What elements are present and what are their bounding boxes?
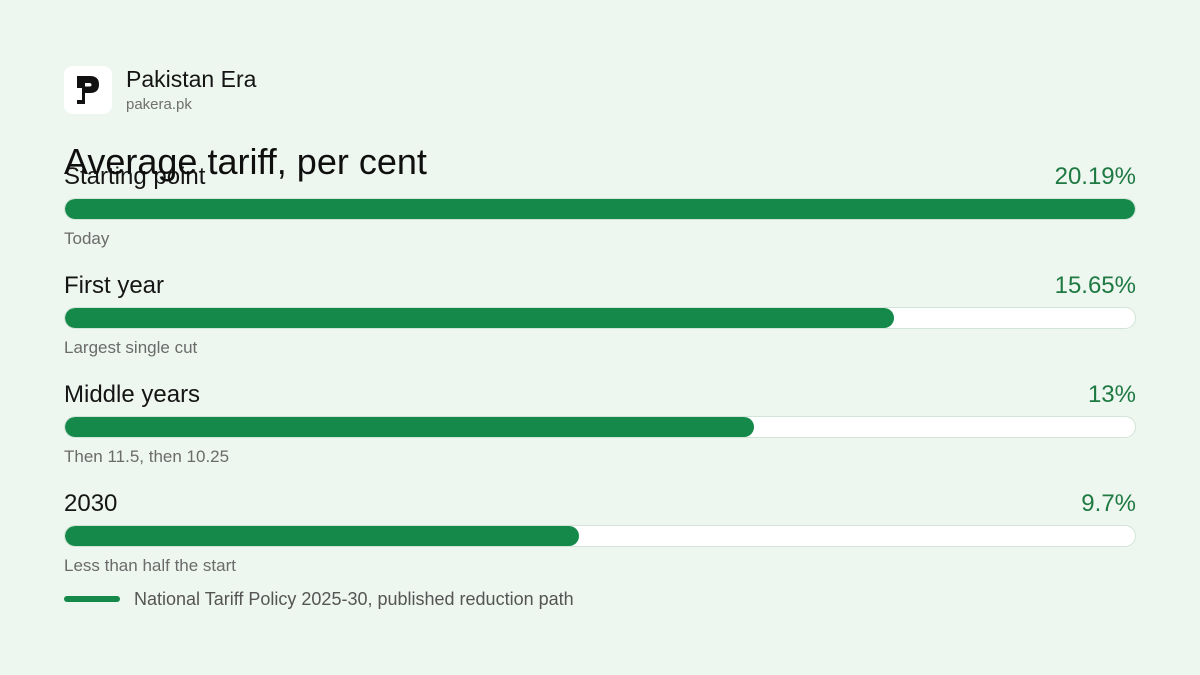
bar-row: Starting point 20.19% Today	[64, 162, 1136, 252]
bar-category-label: Starting point	[64, 163, 206, 190]
bar-track	[64, 416, 1136, 438]
chart-title: Average tariff, per cent	[64, 141, 427, 182]
bar-track	[64, 198, 1136, 220]
brand-url: pakera.pk	[126, 95, 192, 113]
bar-note: Largest single cut	[64, 338, 198, 357]
bar-track	[64, 307, 1136, 329]
brand-text: Pakistan Era pakera.pk	[126, 66, 256, 115]
bar-category-label: Middle years	[64, 381, 201, 408]
bar-note: Less than half the start	[64, 556, 236, 575]
bar-category-label: First year	[64, 272, 165, 299]
legend-label: National Tariff Policy 2025-30, publishe…	[134, 589, 574, 609]
bar-track	[64, 525, 1136, 547]
bar-note: Today	[64, 229, 110, 248]
bar-value-label: 13%	[1087, 381, 1136, 408]
chart-legend: National Tariff Policy 2025-30, publishe…	[64, 586, 574, 612]
brand: Pakistan Era pakera.pk	[64, 66, 256, 114]
legend-swatch	[64, 596, 120, 602]
bar-category-label: 2030	[64, 490, 118, 517]
bar	[65, 199, 1135, 219]
bar-value-label: 15.65%	[1054, 272, 1136, 299]
bar	[65, 526, 580, 546]
bar-note: Then 11.5, then 10.25	[64, 447, 230, 466]
pakistan-era-logo-icon	[64, 66, 112, 114]
bar	[65, 417, 754, 437]
brand-name: Pakistan Era	[126, 65, 257, 92]
bar-row: 2030 9.7% Less than half the start	[64, 489, 1136, 579]
bar-value-label: 9.7%	[1081, 490, 1136, 517]
bar-value-label: 20.19%	[1054, 163, 1136, 190]
bar-row: First year 15.65% Largest single cut	[64, 271, 1136, 361]
bar	[65, 308, 895, 328]
bar-row: Middle years 13% Then 11.5, then 10.25	[64, 380, 1136, 470]
